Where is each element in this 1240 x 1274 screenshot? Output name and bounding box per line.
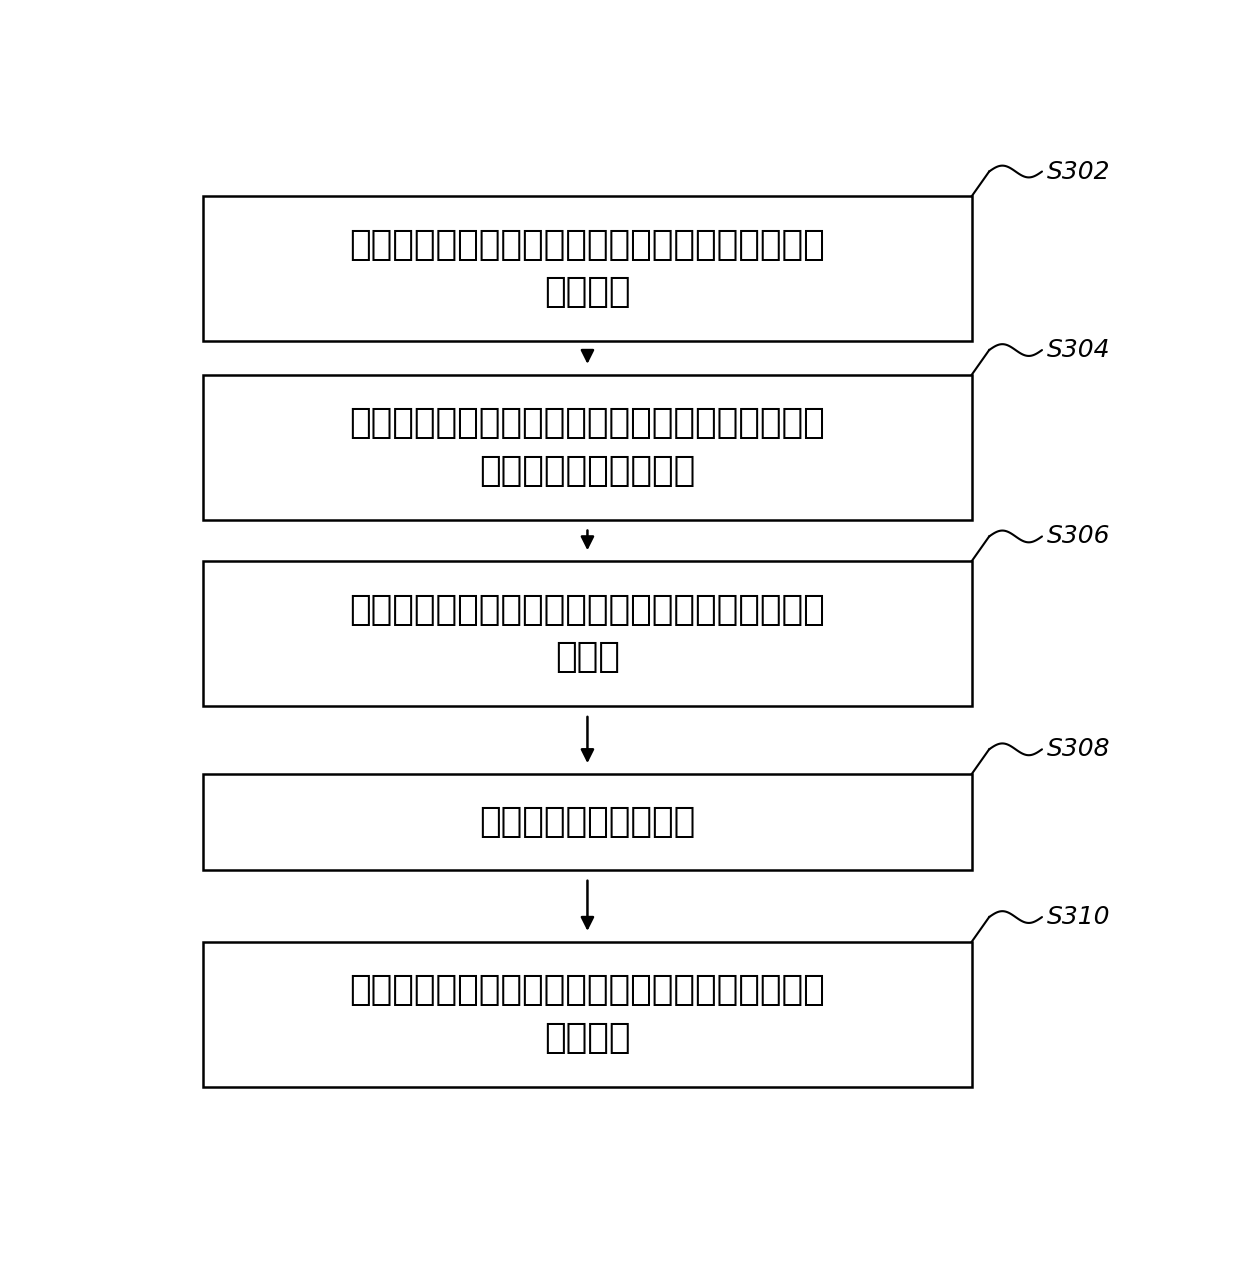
Text: 获取高度小于等于机器人的物体在深度图像中所对
应的区域: 获取高度小于等于机器人的物体在深度图像中所对 应的区域 (350, 228, 826, 310)
Text: 根据所采样的所有约束点的基础张量生成当前张量
场关键帧: 根据所采样的所有约束点的基础张量生成当前张量 场关键帧 (350, 973, 826, 1055)
Bar (203, 196, 972, 341)
Bar (203, 941, 972, 1087)
Bar (203, 561, 972, 706)
Text: S302: S302 (1047, 159, 1110, 183)
Bar (203, 773, 972, 870)
Text: 获取约束点的基础张量: 获取约束点的基础张量 (480, 805, 696, 838)
Text: S306: S306 (1047, 525, 1110, 548)
Text: S310: S310 (1047, 905, 1110, 929)
Text: S308: S308 (1047, 738, 1110, 762)
Text: S304: S304 (1047, 338, 1110, 362)
Text: 将高度小于等于机器人的物体在深度图像中所对应
的区域投影至预设平面: 将高度小于等于机器人的物体在深度图像中所对应 的区域投影至预设平面 (350, 406, 826, 488)
Text: 对在预设平面中的投影区域进行边界点采样以获得
约束点: 对在预设平面中的投影区域进行边界点采样以获得 约束点 (350, 592, 826, 674)
Bar (203, 375, 972, 520)
